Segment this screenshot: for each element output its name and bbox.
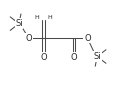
Text: O: O xyxy=(70,53,77,62)
Text: Si: Si xyxy=(15,19,23,28)
Text: O: O xyxy=(25,34,32,43)
Text: O: O xyxy=(84,34,91,43)
Text: H: H xyxy=(47,15,52,20)
Text: H: H xyxy=(34,15,39,20)
Text: O: O xyxy=(40,53,47,62)
Text: Si: Si xyxy=(93,52,101,61)
